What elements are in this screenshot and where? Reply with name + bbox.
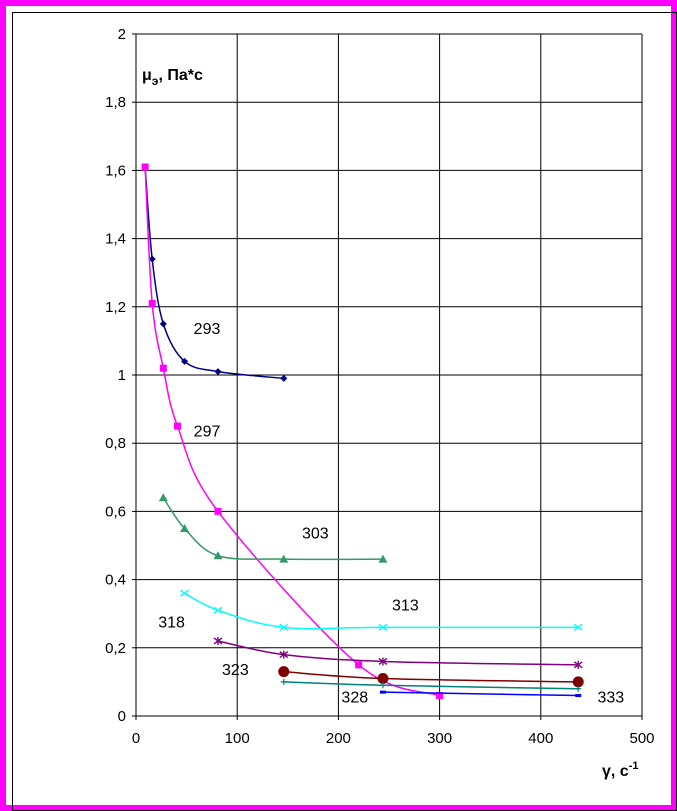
curve-label-293: 293 (194, 321, 221, 338)
y-tick-label: 0,2 (105, 640, 126, 657)
data-point (575, 685, 582, 692)
data-point (214, 507, 222, 515)
annotations: 293 297 303 313 318 323 328 333 (158, 321, 624, 706)
series-7 (280, 678, 582, 692)
y-tick-label: 0,8 (105, 435, 126, 452)
data-point (141, 163, 149, 171)
data-point (279, 623, 289, 631)
data-point (159, 320, 167, 328)
data-point (280, 678, 287, 685)
y-tick-label: 0,6 (105, 503, 126, 520)
x-axis-title-main: γ, с (602, 763, 629, 780)
x-tick-label: 0 (132, 730, 140, 747)
data-point (280, 374, 288, 382)
data-point (377, 672, 389, 684)
y-tick-label: 0,4 (105, 572, 126, 589)
gridlines (136, 33, 643, 716)
curve-label-303: 303 (302, 526, 329, 543)
series-4 (180, 589, 583, 631)
y-tick-label: 1,4 (105, 231, 126, 248)
data-point (148, 255, 156, 263)
series-line (283, 681, 579, 690)
y-tick-label: 1,2 (105, 299, 126, 316)
x-axis-title: γ, с-1 (602, 760, 638, 780)
data-point (180, 523, 190, 532)
tick-labels: 0 0,2 0,4 0,6 0,8 1 1,2 1,4 1,6 1,8 2 0 100 200 300 400… (105, 26, 654, 747)
data-point (573, 660, 583, 669)
curve-label-328: 328 (341, 689, 368, 706)
data-point (378, 623, 388, 631)
data-point (355, 661, 363, 669)
data-point (213, 636, 223, 645)
data-point (279, 554, 289, 563)
data-point (379, 682, 386, 689)
y-tick-label: 0 (118, 708, 126, 725)
curve-label-313: 313 (392, 597, 419, 614)
y-tick-label: 1,8 (105, 94, 126, 111)
curve-label-318: 318 (158, 614, 185, 631)
data-point (159, 364, 167, 372)
series-line (184, 592, 579, 630)
data-point (148, 299, 156, 307)
axes (132, 33, 643, 720)
x-tick-label: 300 (427, 730, 452, 747)
data-point (278, 666, 290, 678)
curve-label-297: 297 (194, 423, 221, 440)
x-axis-title-sup: -1 (629, 760, 639, 772)
curve-label-333: 333 (597, 689, 624, 706)
x-tick-label: 100 (225, 730, 250, 747)
data-point (181, 357, 189, 365)
y-tick-label: 1,6 (105, 162, 126, 179)
data-point (378, 554, 388, 563)
data-point (378, 657, 388, 666)
data-point (180, 589, 189, 597)
data-point (575, 694, 582, 698)
series-5 (213, 636, 583, 669)
data-point (436, 692, 444, 700)
y-axis-title-rest: , Па*с (158, 67, 203, 84)
data-point (572, 676, 584, 688)
data-point (158, 493, 168, 502)
series-line (144, 166, 284, 380)
curve-label-323: 323 (222, 662, 249, 679)
data-point (214, 368, 222, 376)
x-tick-label: 200 (326, 730, 351, 747)
data-point (573, 623, 583, 631)
series-6 (278, 666, 584, 688)
x-tick-label: 500 (629, 730, 654, 747)
data-point (173, 422, 181, 430)
data-point (213, 551, 223, 560)
data-point (379, 690, 386, 694)
y-axis-title: μэ, Па*с (142, 67, 203, 88)
data-point (279, 650, 289, 659)
y-tick-label: 2 (118, 26, 126, 43)
y-tick-label: 1 (118, 367, 126, 384)
series-2 (141, 163, 444, 700)
series-line (283, 670, 579, 683)
series-line (382, 691, 579, 697)
y-axis-title-main: μ (142, 67, 152, 84)
x-tick-label: 400 (528, 730, 553, 747)
series-line (217, 640, 579, 666)
series-8 (379, 690, 582, 698)
data-point (213, 606, 223, 614)
series-group (141, 163, 584, 700)
series-3 (158, 493, 388, 563)
y-axis-title-sub: э (152, 74, 159, 88)
